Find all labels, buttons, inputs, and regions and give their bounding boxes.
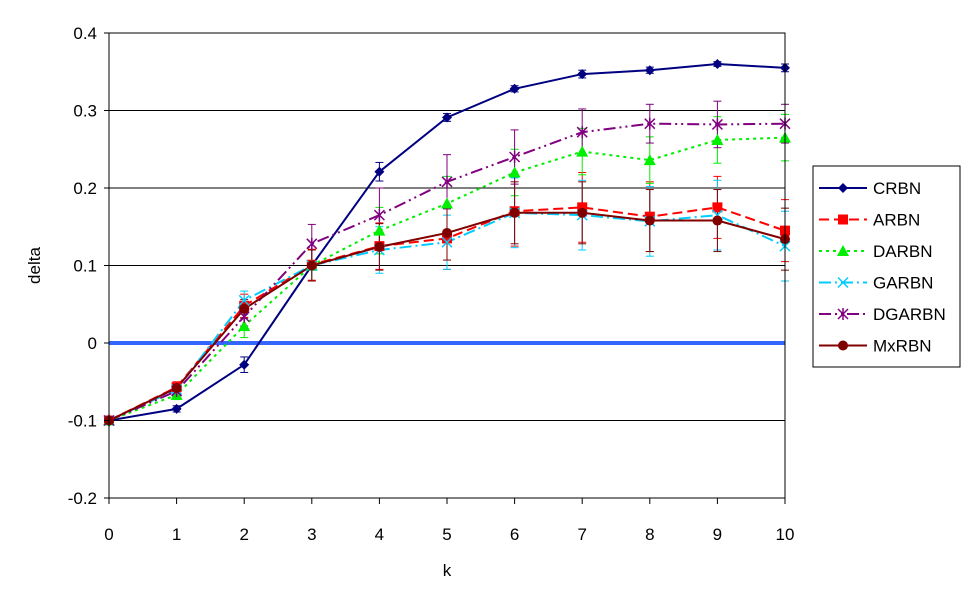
marker-diamond <box>442 112 452 123</box>
marker-x <box>837 276 849 289</box>
marker-star <box>576 126 588 139</box>
marker-triangle <box>373 224 386 236</box>
x-tick-label: 2 <box>239 525 248 544</box>
marker-circle <box>442 227 452 238</box>
y-tick-label: 0.2 <box>73 179 97 198</box>
marker-triangle <box>441 197 453 209</box>
marker-circle <box>171 382 182 393</box>
marker-diamond <box>509 83 520 94</box>
marker-x <box>238 294 250 306</box>
series-markers <box>103 59 791 427</box>
y-axis-label: delta <box>25 247 44 284</box>
marker-diamond <box>838 183 848 193</box>
legend-label-dgarbn: DGARBN <box>873 305 946 324</box>
marker-circle <box>577 207 588 218</box>
marker-triangle <box>576 145 589 157</box>
marker-square <box>838 214 848 225</box>
marker-x <box>441 236 453 248</box>
marker-diamond <box>171 403 182 414</box>
marker-diamond <box>577 69 588 80</box>
marker-star <box>441 175 453 188</box>
y-tick-label: -0.2 <box>68 489 97 508</box>
marker-triangle <box>238 319 251 331</box>
x-tick-label: 0 <box>104 525 113 544</box>
marker-circle <box>509 207 520 218</box>
x-tick-label: 4 <box>375 525 384 544</box>
marker-square <box>442 233 452 244</box>
y-tick-label: 0 <box>88 334 97 353</box>
legend-label-arbn: ARBN <box>873 211 920 230</box>
x-axis-label: k <box>443 561 452 580</box>
marker-square <box>577 202 588 213</box>
legend: CRBN ARBN DARBN GARBN DGARBN MxRBN <box>812 165 961 368</box>
marker-square <box>712 202 723 213</box>
y-tick-label: 0.3 <box>73 102 97 121</box>
marker-circle <box>306 260 317 271</box>
x-tick-label: 10 <box>776 525 795 544</box>
marker-triangle <box>711 133 724 145</box>
marker-star <box>644 117 656 130</box>
marker-diamond <box>239 359 250 370</box>
marker-diamond <box>644 65 655 76</box>
marker-circle <box>374 241 385 252</box>
legend-label-mxrbn: MxRBN <box>873 337 932 356</box>
legend-box <box>812 165 961 368</box>
marker-star <box>373 209 385 222</box>
marker-triangle <box>837 245 849 256</box>
legend-label-darbn: DARBN <box>873 242 933 261</box>
x-axis-ticks: 0 1 2 3 4 5 6 7 8 9 10 <box>104 498 794 544</box>
y-tick-label: 0.1 <box>73 257 97 276</box>
legend-label-crbn: CRBN <box>873 179 921 198</box>
x-tick-label: 3 <box>307 525 316 544</box>
legend-label-garbn: GARBN <box>873 274 933 293</box>
x-tick-label: 6 <box>510 525 519 544</box>
x-tick-label: 1 <box>172 525 181 544</box>
marker-diamond <box>374 166 385 177</box>
marker-diamond <box>712 59 723 69</box>
marker-circle <box>838 340 848 351</box>
y-axis-ticks: -0.2 -0.1 0 0.1 0.2 0.3 0.4 <box>68 24 109 508</box>
marker-star <box>509 151 521 163</box>
marker-star <box>306 237 318 250</box>
marker-triangle <box>508 166 521 178</box>
marker-triangle <box>643 154 656 166</box>
x-tick-label: 9 <box>713 525 722 544</box>
x-tick-label: 7 <box>577 525 586 544</box>
x-tick-label: 8 <box>645 525 654 544</box>
marker-circle <box>644 215 655 226</box>
y-tick-label: -0.1 <box>68 412 97 431</box>
marker-circle <box>712 215 723 226</box>
marker-star <box>837 308 849 320</box>
marker-star <box>711 118 723 131</box>
marker-circle <box>239 303 250 314</box>
x-tick-label: 5 <box>442 525 451 544</box>
y-tick-label: 0.4 <box>73 24 97 43</box>
